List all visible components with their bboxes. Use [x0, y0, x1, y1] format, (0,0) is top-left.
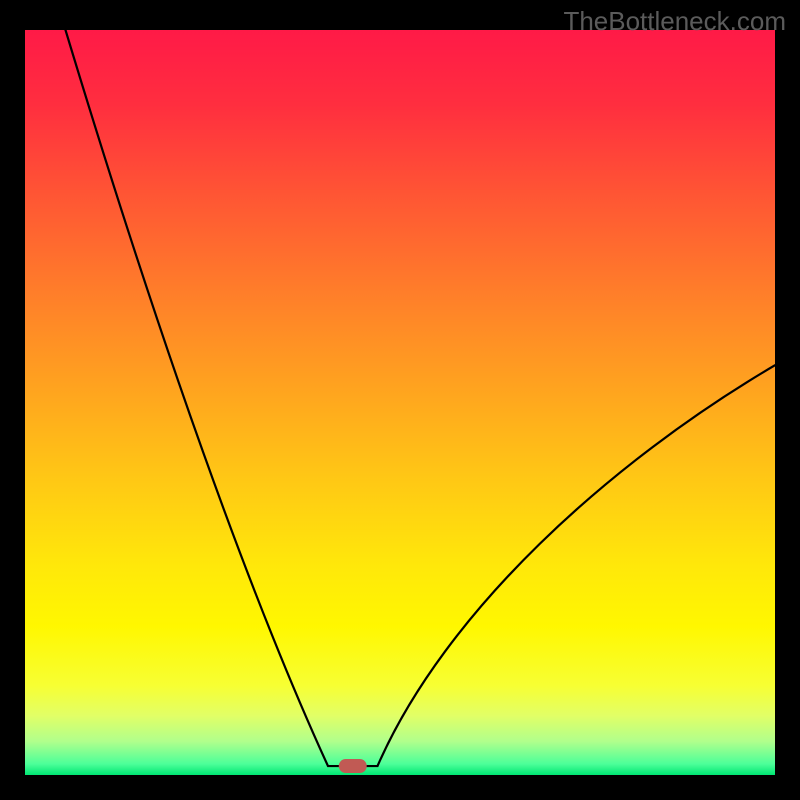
- watermark-text: TheBottleneck.com: [563, 6, 786, 37]
- gradient-rect: [25, 30, 775, 775]
- figure-outer: TheBottleneck.com: [0, 0, 800, 800]
- plot-svg: [25, 30, 775, 775]
- valley-marker: [339, 759, 367, 773]
- plot-area: [25, 30, 775, 775]
